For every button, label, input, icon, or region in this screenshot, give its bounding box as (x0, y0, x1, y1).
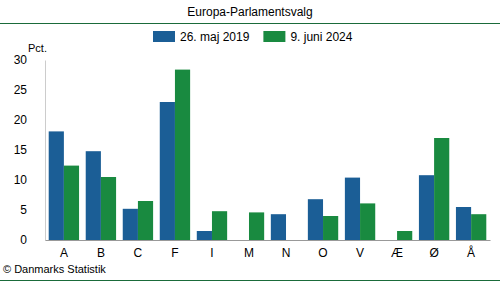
y-tick: 5 (20, 203, 45, 217)
bar (456, 207, 471, 240)
y-tick-label: 0 (20, 233, 27, 247)
x-tick: O (318, 240, 327, 260)
source: © Danmarks Statistik (3, 263, 106, 275)
x-tick-label: I (210, 246, 213, 260)
bar (471, 214, 486, 240)
bar (419, 175, 434, 240)
y-tick: 10 (14, 173, 45, 187)
bar (101, 177, 116, 240)
x-tick-label: Ø (429, 246, 438, 260)
bar (49, 131, 64, 240)
y-tick-label: 15 (14, 143, 28, 157)
x-tick-label: O (318, 246, 327, 260)
bar (197, 231, 212, 240)
y-tick-label: 30 (14, 53, 28, 67)
footer-rule (0, 280, 500, 281)
bar (345, 178, 360, 240)
y-tick: 30 (14, 53, 45, 67)
x-tick: N (282, 240, 291, 260)
x-tick: A (60, 240, 68, 260)
x-tick-label: Æ (391, 246, 403, 260)
y-tick-label: 25 (14, 83, 28, 97)
bar (397, 231, 412, 240)
bar (175, 70, 190, 240)
x-tick: F (171, 240, 178, 260)
legend-swatch (153, 31, 175, 42)
bar (123, 209, 138, 240)
bar (249, 212, 264, 240)
x-tick: M (244, 240, 254, 260)
y-tick: 0 (20, 233, 45, 247)
x-tick-label: N (282, 246, 291, 260)
bar (434, 138, 449, 240)
x-tick: Æ (391, 240, 403, 260)
x-tick-label: A (60, 246, 68, 260)
x-tick-label: F (171, 246, 178, 260)
x-tick: V (356, 240, 364, 260)
x-tick-label: Å (467, 245, 475, 260)
bar (323, 216, 338, 240)
legend-label: 26. maj 2019 (180, 30, 250, 44)
y-tick-label: 5 (20, 203, 27, 217)
bar (212, 211, 227, 240)
y-axis: 0 5 10 15 20 25 30 (14, 53, 46, 247)
x-axis: ABCFIMNOVÆØÅ (46, 240, 491, 260)
header-rule (0, 23, 500, 24)
x-tick: B (97, 240, 105, 260)
bar (138, 201, 153, 240)
x-axis-line (46, 240, 491, 241)
chart: Europa-Parlamentsvalg 26. maj 2019 9. juni… (0, 0, 500, 282)
y-axis-title: Pct. (28, 42, 47, 54)
y-tick: 15 (14, 143, 45, 157)
x-tick: C (134, 240, 143, 260)
y-tick-label: 20 (14, 113, 28, 127)
x-tick-label: B (97, 246, 105, 260)
x-tick: Ø (429, 240, 438, 260)
x-tick-label: M (244, 246, 254, 260)
title: Europa-Parlamentsvalg (187, 5, 312, 19)
bars (49, 70, 487, 240)
y-axis-line (45, 61, 46, 241)
bar (308, 199, 323, 240)
bar (160, 102, 175, 240)
x-tick-label: C (134, 246, 143, 260)
bar (360, 203, 375, 240)
legend-swatch (263, 31, 285, 42)
bar (86, 151, 101, 240)
y-tick-label: 10 (14, 173, 28, 187)
bar (271, 214, 286, 240)
bar (64, 166, 79, 240)
x-tick: Å (467, 240, 475, 260)
x-tick: I (210, 240, 213, 260)
y-tick: 20 (14, 113, 45, 127)
legend: 26. maj 2019 9. juni 2024 (153, 30, 353, 44)
legend-label: 9. juni 2024 (290, 30, 352, 44)
y-tick: 25 (14, 83, 45, 97)
x-tick-label: V (356, 246, 364, 260)
